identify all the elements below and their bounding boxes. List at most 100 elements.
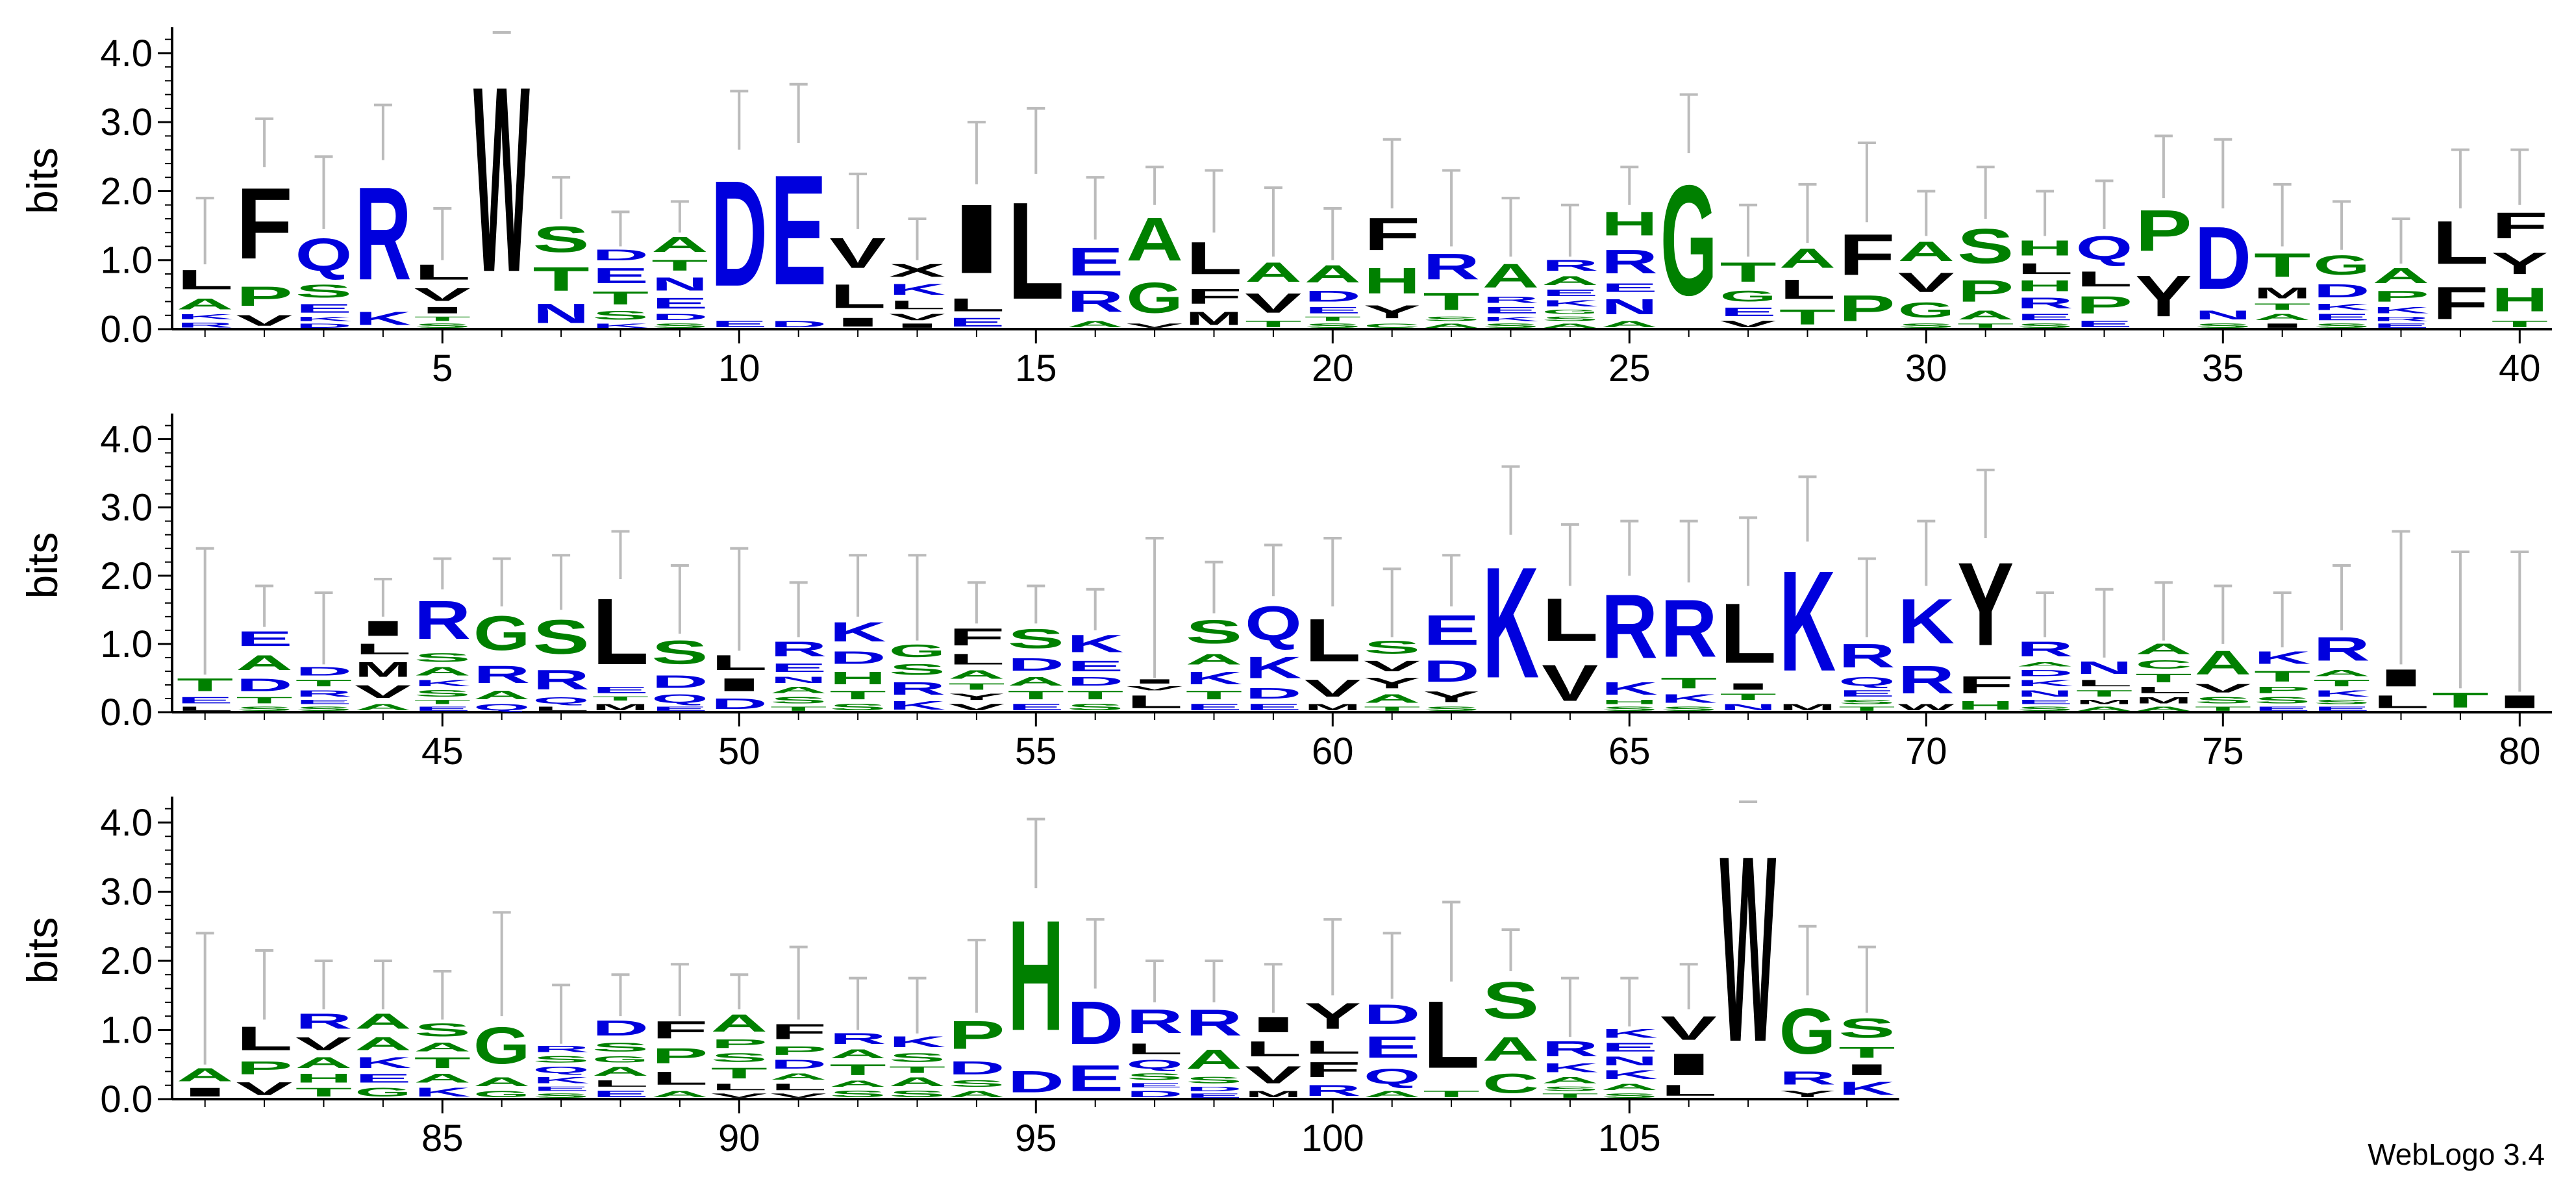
logo-letter-V: V [948, 702, 1005, 712]
x-tick-label: 50 [718, 730, 760, 773]
logo-letter-L: L [948, 651, 1005, 667]
logo-letter-A: A [651, 1089, 708, 1099]
logo-letter-T: T [414, 699, 471, 705]
error-bar [2095, 179, 2114, 229]
error-bar [255, 117, 274, 167]
logo-letter-F: F [1186, 284, 1242, 308]
error-bar [789, 581, 808, 638]
logo-letter-Q: Q [532, 695, 589, 706]
logo-letter-I: I [1245, 1013, 1301, 1037]
logo-letter-Y: Y [1423, 688, 1479, 705]
logo-letter-L: L [1126, 1040, 1182, 1058]
logo-letter-Q: Q [1838, 675, 1895, 688]
error-bar [1679, 93, 1698, 153]
logo-letter-L: L [1008, 173, 1064, 328]
logo-letter-S: S [1898, 322, 1955, 329]
logo-letter-M: M [1186, 308, 1242, 329]
logo-letter-L: L [2076, 267, 2132, 291]
x-tick-label: 40 [2499, 347, 2541, 390]
logo-letter-T: T [829, 1061, 886, 1078]
logo-letter-K: K [177, 313, 233, 321]
logo-letter-T: T [414, 1054, 471, 1072]
logo-letter-R: R [2373, 316, 2429, 323]
logo-letter-K: K [1186, 667, 1242, 688]
position-19-stack: TVA [1245, 186, 1302, 329]
logo-letter-P: P [236, 280, 292, 312]
logo-letter-E: E [1601, 280, 1658, 294]
error-bar [1976, 166, 1995, 219]
logo-letter-I: I [1838, 1061, 1895, 1078]
error-bar [908, 217, 927, 260]
logo-letter-E: E [651, 705, 708, 712]
logo-letter-S: S [2195, 322, 2251, 329]
error-bar [492, 911, 511, 1017]
logo-letter-P: P [651, 1044, 708, 1068]
logo-letter-R: R [770, 637, 827, 661]
logo-letter-T: T [1838, 706, 1895, 712]
logo-letter-T: T [2492, 319, 2548, 329]
position-70-stack: WRK [1898, 519, 1955, 712]
logo-letter-T: T [1186, 688, 1242, 702]
logo-letter-A: A [414, 665, 471, 678]
logo-letter-T: T [1779, 305, 1836, 329]
error-bar [433, 969, 452, 1020]
error-bar [1442, 554, 1461, 607]
logo-letter-Y: Y [1779, 1089, 1836, 1099]
logo-letter-E: E [2254, 705, 2310, 712]
logo-letter-W: W [1719, 800, 1777, 1097]
logo-letter-L: L [592, 1078, 649, 1089]
logo-letter-R: R [1067, 284, 1123, 319]
logo-letter-D: D [592, 247, 649, 264]
logo-letter-A: A [651, 232, 708, 256]
logo-letter-V: V [236, 312, 292, 329]
logo-letter-E: E [295, 699, 352, 706]
error-bar [670, 963, 689, 1017]
x-tick-label: 100 [1301, 1117, 1364, 1159]
position-81-stack: IA [177, 932, 233, 1099]
error-bar [730, 90, 749, 150]
logo-letter-V: V [770, 1092, 827, 1099]
error-bar [1917, 519, 1936, 586]
logo-letter-S: S [948, 1078, 1005, 1089]
error-bar [552, 984, 571, 1044]
logo-letter-F: F [2492, 205, 2548, 247]
logo-letter-S: S [592, 308, 649, 322]
logo-letter-E: E [1542, 288, 1598, 298]
error-bar [433, 557, 452, 589]
logo-letter-S: S [1482, 971, 1539, 1030]
logo-letter-F: F [2432, 277, 2488, 328]
position-10-stack: ED [711, 90, 768, 329]
logo-letter-T: T [2254, 668, 2310, 685]
error-bar [1501, 197, 1520, 257]
error-bar [1857, 945, 1876, 1013]
logo-letter-A: A [1245, 257, 1301, 288]
logo-letter-K: K [355, 1054, 411, 1071]
logo-letter-S: S [889, 661, 945, 678]
logo-letter-G: G [1542, 308, 1598, 316]
logo-letter-R: R [1482, 295, 1539, 305]
logo-letter-M: M [1305, 702, 1361, 712]
logo-letter-Q: Q [2076, 229, 2132, 267]
logo-letter-F: F [1364, 208, 1420, 260]
logo-letter-W: W [473, 31, 531, 328]
logo-letter-Q: Q [532, 1065, 589, 1075]
logo-letter-D: D [651, 312, 708, 323]
logo-letter-T: T [592, 695, 649, 702]
logo-letter-S: S [2313, 699, 2370, 706]
error-bar [1205, 959, 1223, 1002]
logo-letter-S: S [1482, 322, 1539, 329]
logo-letter-S: S [651, 634, 708, 671]
position-57-stack: LVI [1126, 536, 1183, 712]
logo-letter-V: V [1660, 1010, 1717, 1047]
error-bar [1086, 588, 1105, 630]
logo-letter-P: P [711, 1037, 768, 1050]
logo-letter-G: G [2313, 250, 2370, 281]
